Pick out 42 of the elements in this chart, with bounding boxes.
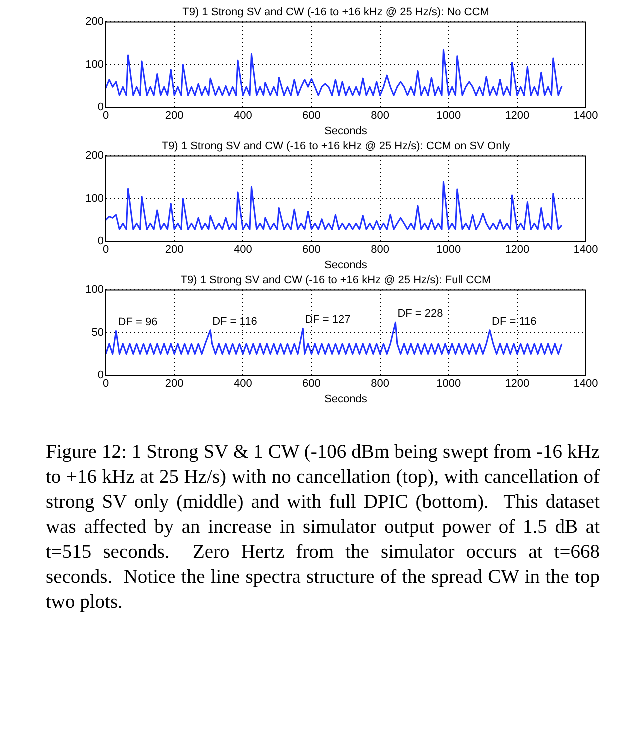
y-tick-label: 0 bbox=[98, 102, 104, 114]
chart-title: T9) 1 Strong SV and CW (-16 to +16 kHz @ 25 Hz/s): CCM on SV Only bbox=[162, 140, 511, 153]
x-tick-label: 800 bbox=[371, 110, 390, 122]
y-tick-label: 50 bbox=[92, 326, 104, 339]
x-tick-label: 600 bbox=[302, 378, 321, 390]
x-tick-label: 200 bbox=[165, 110, 184, 122]
x-tick-label: 1000 bbox=[436, 110, 462, 122]
annotation: DF = 116 bbox=[492, 316, 537, 328]
y-tick-label: 100 bbox=[86, 284, 104, 296]
x-tick-label: 1000 bbox=[436, 244, 462, 256]
x-tick-label: 200 bbox=[165, 244, 184, 256]
x-axis-title: Seconds bbox=[324, 259, 368, 272]
x-tick-label: 1400 bbox=[574, 244, 598, 256]
y-tick-label: 100 bbox=[86, 192, 104, 205]
annotation: DF = 127 bbox=[305, 314, 351, 326]
x-tick-label: 1400 bbox=[574, 110, 598, 122]
annotation: DF = 228 bbox=[398, 308, 444, 320]
x-tick-label: 400 bbox=[234, 244, 252, 256]
x-tick-label: 1400 bbox=[574, 378, 598, 390]
x-tick-label: 1200 bbox=[505, 378, 530, 390]
x-tick-label: 1200 bbox=[505, 110, 530, 122]
chart-title: T9) 1 Strong SV and CW (-16 to +16 kHz @ 25 Hz/s): No CCM bbox=[182, 6, 490, 19]
x-tick-label: 400 bbox=[234, 378, 252, 390]
x-tick-label: 400 bbox=[234, 110, 252, 122]
x-tick-label: 200 bbox=[165, 378, 184, 390]
annotation: DF = 116 bbox=[212, 316, 258, 328]
y-tick-label: 0 bbox=[98, 236, 104, 248]
x-tick-label: 600 bbox=[302, 244, 321, 256]
x-tick-label: 1200 bbox=[505, 244, 530, 256]
caption: Figure 12: 1 Strong SV & 1 CW (-106 dBm being swept from -16 kHz to +16 kHz at 25 Hz/s) with no cancellation (top), with cancellation of strong SV only (middle) and with full DPIC (bottom). This dataset was affected by an increase in simulator output power of 1.5 dB at t=515 seconds. Zero Hertz from the simulator occurs at t=668 seconds. Notice the line spectra structure of the spread CW in the top two plots. bbox=[46, 441, 600, 615]
chart-title: T9) 1 Strong SV and CW (-16 to +16 kHz @ 25 Hz/s): Full CCM bbox=[180, 274, 492, 287]
x-tick-label: 800 bbox=[371, 378, 390, 390]
y-tick-label: 200 bbox=[86, 150, 104, 162]
x-tick-label: 800 bbox=[371, 244, 390, 256]
x-tick-label: 600 bbox=[302, 110, 321, 122]
annotation: DF = 96 bbox=[118, 316, 158, 329]
y-tick-label: 100 bbox=[86, 58, 104, 71]
y-tick-label: 0 bbox=[98, 370, 104, 382]
x-axis-title: Seconds bbox=[324, 125, 368, 138]
x-axis-title: Seconds bbox=[324, 393, 368, 406]
y-tick-label: 200 bbox=[86, 16, 104, 28]
x-tick-label: 1000 bbox=[436, 378, 462, 390]
